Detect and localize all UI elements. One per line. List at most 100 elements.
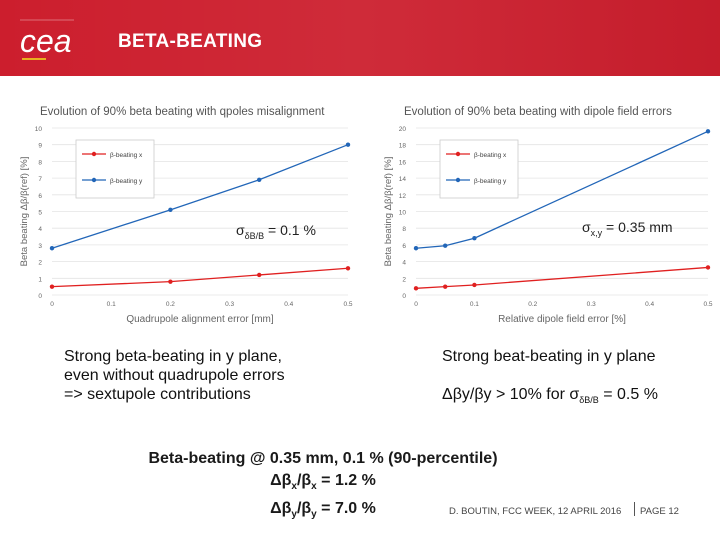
legend-entry: β-beating y	[474, 178, 507, 185]
y-axis-label: Beta beating Δβ/β(ref) [%]	[383, 157, 394, 267]
left-observation-line: => sextupole contributions	[64, 386, 251, 403]
y-tick-label: 3	[38, 243, 42, 250]
y-tick-label: 4	[402, 260, 406, 267]
legend-box	[439, 139, 519, 199]
data-point	[49, 284, 55, 289]
data-point	[472, 236, 477, 241]
left-observation: Strong beta-beating in y plane, even wit…	[64, 347, 285, 404]
x-tick-label: 0.3	[587, 301, 596, 308]
legend-swatch-marker	[91, 151, 97, 157]
legend-entry: β-beating x	[110, 152, 143, 159]
y-tick-label: 1	[38, 276, 42, 283]
summary-line-x: Δβx/βx = 1.2 %	[118, 470, 528, 498]
right-line2-text: Δβy/βy > 10% for σ	[442, 386, 580, 403]
y-tick-label: 0	[38, 293, 42, 300]
cea-logo: cea	[20, 19, 74, 60]
data-point	[345, 266, 351, 271]
sigma-symbol: σ	[582, 219, 591, 235]
y-tick-label: 2	[402, 276, 406, 283]
summary-line: Beta-beating @ 0.35 mm, 0.1 % (90-percen…	[148, 450, 498, 467]
y-tick-label: 6	[402, 243, 406, 250]
summary-line-y: Δβy/βy = 7.0 %	[118, 498, 528, 526]
series-line	[51, 267, 349, 288]
sigma-subscript: δB/B	[244, 230, 265, 241]
left-observation-line: Strong beta-beating in y plane,	[64, 348, 282, 365]
right-observation: Strong beat-beating in y plane Δβy/βy > …	[442, 347, 658, 410]
y-tick-label: 16	[399, 159, 407, 166]
summary-text: Δβ	[270, 472, 292, 489]
banner-gradient	[0, 0, 720, 76]
sigma-value: = 0.35 mm	[602, 219, 673, 235]
x-tick-label: 0.5	[343, 301, 352, 308]
data-point	[168, 279, 173, 284]
summary-sub: x	[311, 481, 317, 493]
summary-text: /β	[296, 500, 312, 518]
footer-separator	[634, 502, 635, 516]
summary-block: Beta-beating @ 0.35 mm, 0.1 % (90-percen…	[118, 448, 528, 526]
x-tick-label: 0.1	[107, 301, 116, 308]
data-point	[413, 246, 419, 251]
y-tick-label: 0	[402, 293, 406, 300]
x-tick-label: 0	[414, 301, 418, 308]
y-tick-label: 20	[399, 126, 407, 133]
summary-sub: y	[291, 509, 297, 521]
y-tick-label: 18	[399, 143, 407, 150]
logo-text: cea	[20, 23, 72, 59]
x-tick-label: 0.4	[284, 301, 293, 308]
sigma-subscript: x,y	[590, 227, 603, 238]
series-line	[51, 144, 349, 249]
y-tick-label: 5	[38, 210, 42, 217]
y-tick-label: 14	[399, 176, 407, 183]
data-point	[705, 265, 711, 270]
data-point	[49, 246, 55, 251]
summary-text: /β	[296, 472, 312, 489]
y-tick-label: 9	[38, 143, 42, 150]
sigma-symbol: σ	[236, 222, 245, 238]
y-tick-label: 4	[38, 226, 42, 233]
series-line	[415, 130, 709, 249]
data-point	[257, 177, 262, 182]
y-tick-label: 6	[38, 193, 42, 200]
legend-swatch-marker	[91, 177, 97, 183]
data-point	[345, 142, 351, 147]
y-tick-label: 7	[38, 176, 42, 183]
sigma-value: = 0.1 %	[264, 222, 316, 238]
x-tick-label: 0	[50, 301, 54, 308]
x-tick-label: 0.1	[470, 301, 479, 308]
data-point	[413, 286, 419, 291]
footer-page-number: PAGE 12	[640, 506, 679, 517]
header-banner: cea BETA-BEATING	[0, 0, 720, 76]
y-tick-label: 8	[38, 159, 42, 166]
sigma-left-annotation: σδB/B = 0.1 %	[236, 222, 316, 241]
x-tick-label: 0.2	[528, 301, 537, 308]
legend-swatch-marker	[455, 177, 461, 183]
y-tick-label: 12	[399, 193, 407, 200]
chart-title: Evolution of 90% beta beating with dipol…	[404, 106, 672, 118]
chart-dipole-field-errors: Evolution of 90% beta beating with dipol…	[383, 106, 713, 325]
legend-swatch-marker	[455, 151, 461, 157]
chart-qpole-misalignment: Evolution of 90% beta beating with qpole…	[19, 106, 353, 325]
footer-credit: D. BOUTIN, FCC WEEK, 12 APRIL 2016	[449, 506, 622, 517]
data-point	[472, 282, 477, 288]
legend-entry: β-beating x	[474, 152, 507, 159]
y-tick-label: 8	[402, 226, 406, 233]
summary-sub: x	[291, 481, 297, 493]
x-tick-label: 0.3	[225, 301, 234, 308]
x-axis-label: Quadrupole alignment error [mm]	[126, 314, 274, 325]
y-tick-label: 10	[35, 126, 43, 133]
data-point	[443, 243, 448, 248]
x-axis-label: Relative dipole field error [%]	[498, 314, 626, 325]
data-point	[168, 207, 173, 213]
summary-sub: y	[311, 509, 317, 521]
data-point	[705, 129, 711, 134]
right-observation-line: Strong beat-beating in y plane	[442, 348, 656, 365]
y-axis-label: Beta beating Δβ/β(ref) [%]	[19, 157, 30, 267]
x-tick-label: 0.5	[703, 301, 712, 308]
page-title: BETA-BEATING	[118, 31, 263, 52]
y-tick-label: 10	[399, 210, 407, 217]
sigma-right-annotation: σx,y = 0.35 mm	[582, 219, 673, 238]
data-point	[443, 284, 448, 289]
summary-text: Δβ	[270, 500, 292, 518]
summary-text: = 7.0 %	[316, 500, 376, 518]
series-line	[415, 266, 709, 289]
